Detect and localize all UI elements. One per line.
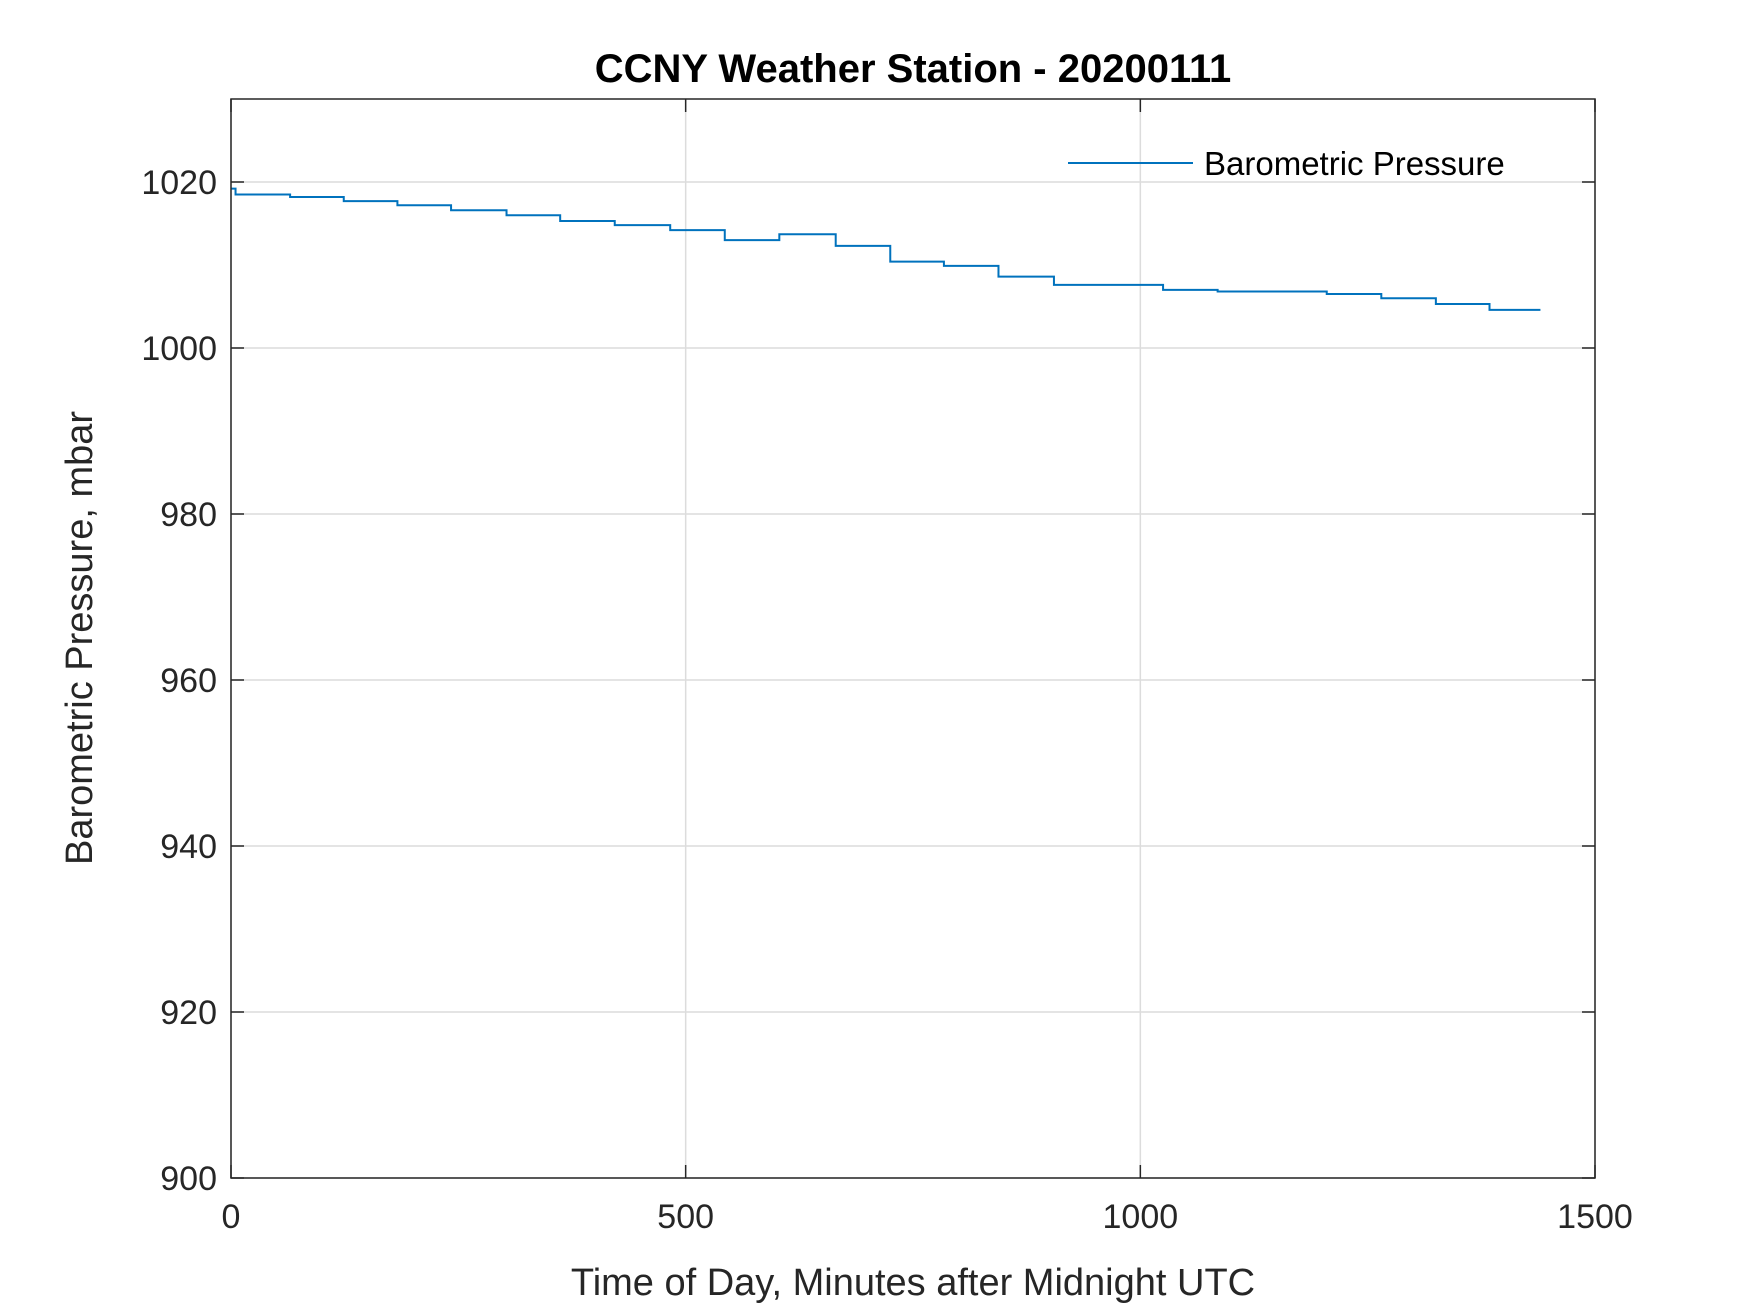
y-tick-label: 940 [160,828,217,866]
y-tick-label: 1000 [141,330,217,368]
y-tick-label: 920 [160,994,217,1032]
y-axis-label: Barometric Pressure, mbar [59,411,101,865]
x-tick-label: 0 [222,1198,241,1236]
chart-title: CCNY Weather Station - 20200111 [595,47,1232,91]
x-tick-label: 1000 [1103,1198,1179,1236]
ticks: 0 500 1000 1500 900 920 940 960 980 1000 1020 [141,99,1633,1236]
y-tick-label: 960 [160,662,217,700]
axes-box [230,98,1596,1179]
x-axis-label: Time of Day, Minutes after Midnight UTC [571,1262,1255,1304]
series-line-barometric-pressure [231,187,1541,311]
y-tick-label: 900 [160,1160,217,1198]
y-tick-label: 980 [160,496,217,534]
series [231,187,1541,311]
x-tick-label: 1500 [1557,1198,1633,1236]
x-tick-label: 500 [657,1198,714,1236]
legend: Barometric Pressure [1068,145,1505,182]
legend-label: Barometric Pressure [1204,145,1505,182]
y-tick-label: 1020 [141,164,217,202]
